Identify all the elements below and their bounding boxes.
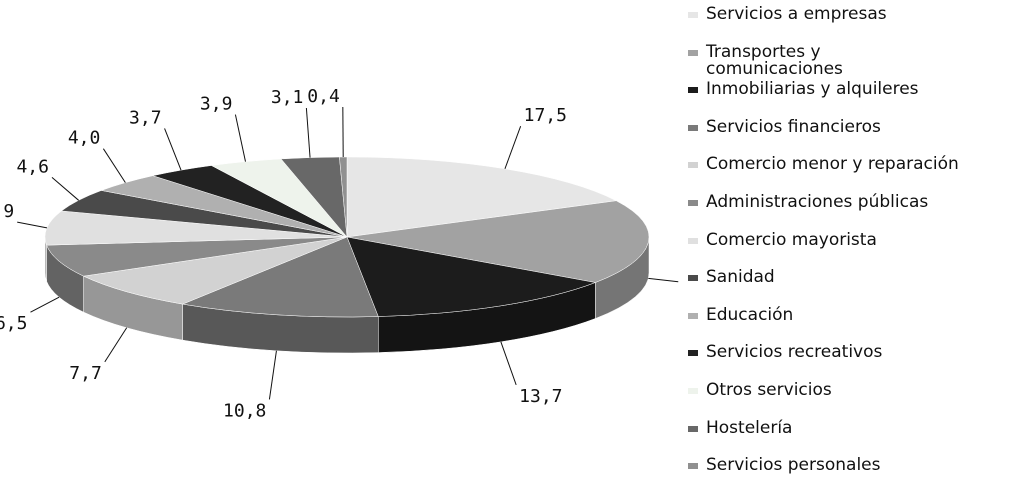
leader-line [103,149,125,183]
legend-label: Servicios recreativos [706,344,882,361]
data-label: 7,7 [69,363,102,384]
legend-swatch [688,313,698,319]
legend-swatch [688,50,698,56]
legend-swatch [688,275,698,281]
legend-item: Inmobiliarias y alquileres [688,81,1008,119]
leader-line [306,108,310,158]
legend-label: Servicios personales [706,457,880,474]
leader-line [501,342,516,385]
legend-swatch [688,426,698,432]
legend-swatch [688,388,698,394]
legend-label: Administraciones públicas [706,194,928,211]
data-label: 4,0 [68,128,101,149]
legend-swatch [688,463,698,469]
leader-line [105,328,127,362]
legend-label: Sanidad [706,269,775,286]
legend-label: Comercio menor y reparación [706,156,959,173]
data-label: 0,4 [307,86,340,107]
legend-item: Servicios a empresas [688,6,1008,44]
data-label: 3,7 [129,107,162,128]
leader-line [269,351,276,400]
data-label: 13,7 [519,386,562,407]
legend-label: Inmobiliarias y alquileres [706,81,919,98]
legend-item: Comercio menor y reparación [688,156,1008,194]
legend-item: Servicios financieros [688,119,1008,157]
legend-swatch [688,350,698,356]
legend-item: Transportes y comunicaciones [688,44,1008,82]
legend-label: Transportes y comunicaciones [706,44,876,78]
data-label: 17,5 [524,105,567,126]
legend-label: Hostelería [706,420,792,437]
legend-label: Servicios financieros [706,119,881,136]
legend-swatch [688,87,698,93]
legend-swatch [688,162,698,168]
leader-line [505,126,521,169]
legend-item: Hostelería [688,420,1008,458]
legend-item: Educación [688,307,1008,345]
legend-swatch [688,200,698,206]
data-label: 10,8 [223,400,266,421]
leader-line [30,297,59,312]
legend-label: Educación [706,307,793,324]
legend-item: Servicios recreativos [688,344,1008,382]
legend-label: Otros servicios [706,382,832,399]
legend-swatch [688,125,698,131]
legend-item: Servicios personales [688,457,1008,495]
data-label: 6,9 [0,201,14,222]
leader-line [52,177,79,200]
legend-label: Servicios a empresas [706,6,887,23]
data-label: 3,9 [200,94,233,115]
pie-chart: 17,517,113,710,87,76,56,94,64,03,73,93,1… [0,0,680,486]
legend-item: Comercio mayorista [688,232,1008,270]
leader-line [648,278,678,281]
legend-swatch [688,238,698,244]
data-label: 3,1 [271,87,304,108]
legend-swatch [688,12,698,18]
leader-line [17,222,47,228]
data-label: 4,6 [16,156,49,177]
leader-line [235,115,245,162]
legend: Servicios a empresas Transportes y comuni… [688,6,1008,495]
legend-label: Comercio mayorista [706,232,877,249]
data-label: 6,5 [0,313,27,334]
legend-item: Administraciones públicas [688,194,1008,232]
leader-line [165,128,181,170]
legend-item: Otros servicios [688,382,1008,420]
legend-item: Sanidad [688,269,1008,307]
